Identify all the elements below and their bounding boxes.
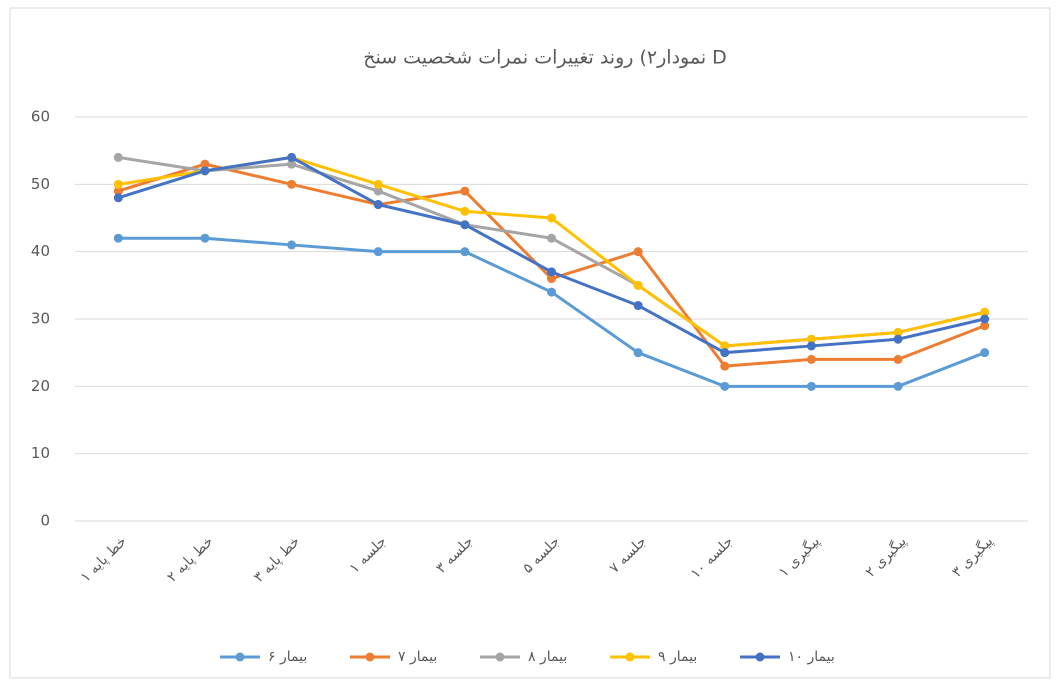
point — [287, 152, 297, 162]
point — [806, 334, 816, 344]
point — [547, 233, 556, 243]
y-tick-label: 40 — [31, 242, 50, 260]
chart-title: نمودار۲) روند تغییرات نمرات شخصیت سنخ D — [363, 47, 727, 69]
point — [633, 280, 643, 290]
point — [980, 314, 990, 324]
point — [113, 233, 123, 243]
point — [980, 307, 990, 317]
point — [460, 220, 470, 230]
point — [113, 186, 123, 196]
point — [893, 381, 903, 391]
point — [373, 247, 383, 257]
y-tick-label: 10 — [31, 444, 50, 462]
point — [720, 348, 730, 358]
y-tick-label: 60 — [31, 108, 50, 126]
y-tick-label: 50 — [31, 175, 50, 193]
legend-label: بیمار ۶ — [268, 649, 307, 665]
y-tick-label: 20 — [31, 377, 50, 395]
point — [113, 193, 123, 203]
point — [373, 179, 383, 189]
legend-marker — [365, 652, 375, 662]
point — [893, 334, 903, 344]
point — [287, 240, 297, 250]
legend-label: بیمار ۷ — [398, 649, 437, 665]
point — [720, 381, 730, 391]
point — [980, 321, 990, 331]
point — [200, 233, 210, 243]
legend-marker — [625, 652, 635, 662]
y-tick-label: 0 — [40, 512, 50, 530]
point — [200, 166, 210, 176]
point — [806, 381, 816, 391]
point — [113, 179, 123, 189]
point — [547, 267, 556, 277]
point — [113, 152, 123, 162]
legend-label: بیمار ۱۰ — [788, 649, 835, 665]
point — [720, 341, 730, 351]
point — [633, 348, 643, 358]
point — [547, 274, 556, 284]
point — [287, 179, 297, 189]
legend-marker — [495, 652, 505, 662]
point — [806, 354, 816, 364]
legend-marker — [755, 652, 765, 662]
legend-marker — [235, 652, 245, 662]
point — [893, 354, 903, 364]
point — [720, 361, 730, 371]
point — [200, 159, 210, 169]
point — [373, 200, 383, 210]
point — [373, 186, 383, 196]
point — [633, 247, 643, 257]
point — [633, 301, 643, 311]
chart-frame — [9, 7, 1051, 679]
point — [547, 213, 556, 223]
y-tick-label: 30 — [31, 310, 50, 328]
legend-label: بیمار ۹ — [658, 649, 697, 665]
point — [893, 327, 903, 337]
point — [980, 348, 990, 358]
point — [460, 186, 470, 196]
point — [547, 287, 556, 297]
point — [460, 206, 470, 216]
point — [460, 247, 470, 257]
point — [806, 341, 816, 351]
point — [287, 159, 297, 169]
legend-label: بیمار ۸ — [528, 649, 567, 665]
